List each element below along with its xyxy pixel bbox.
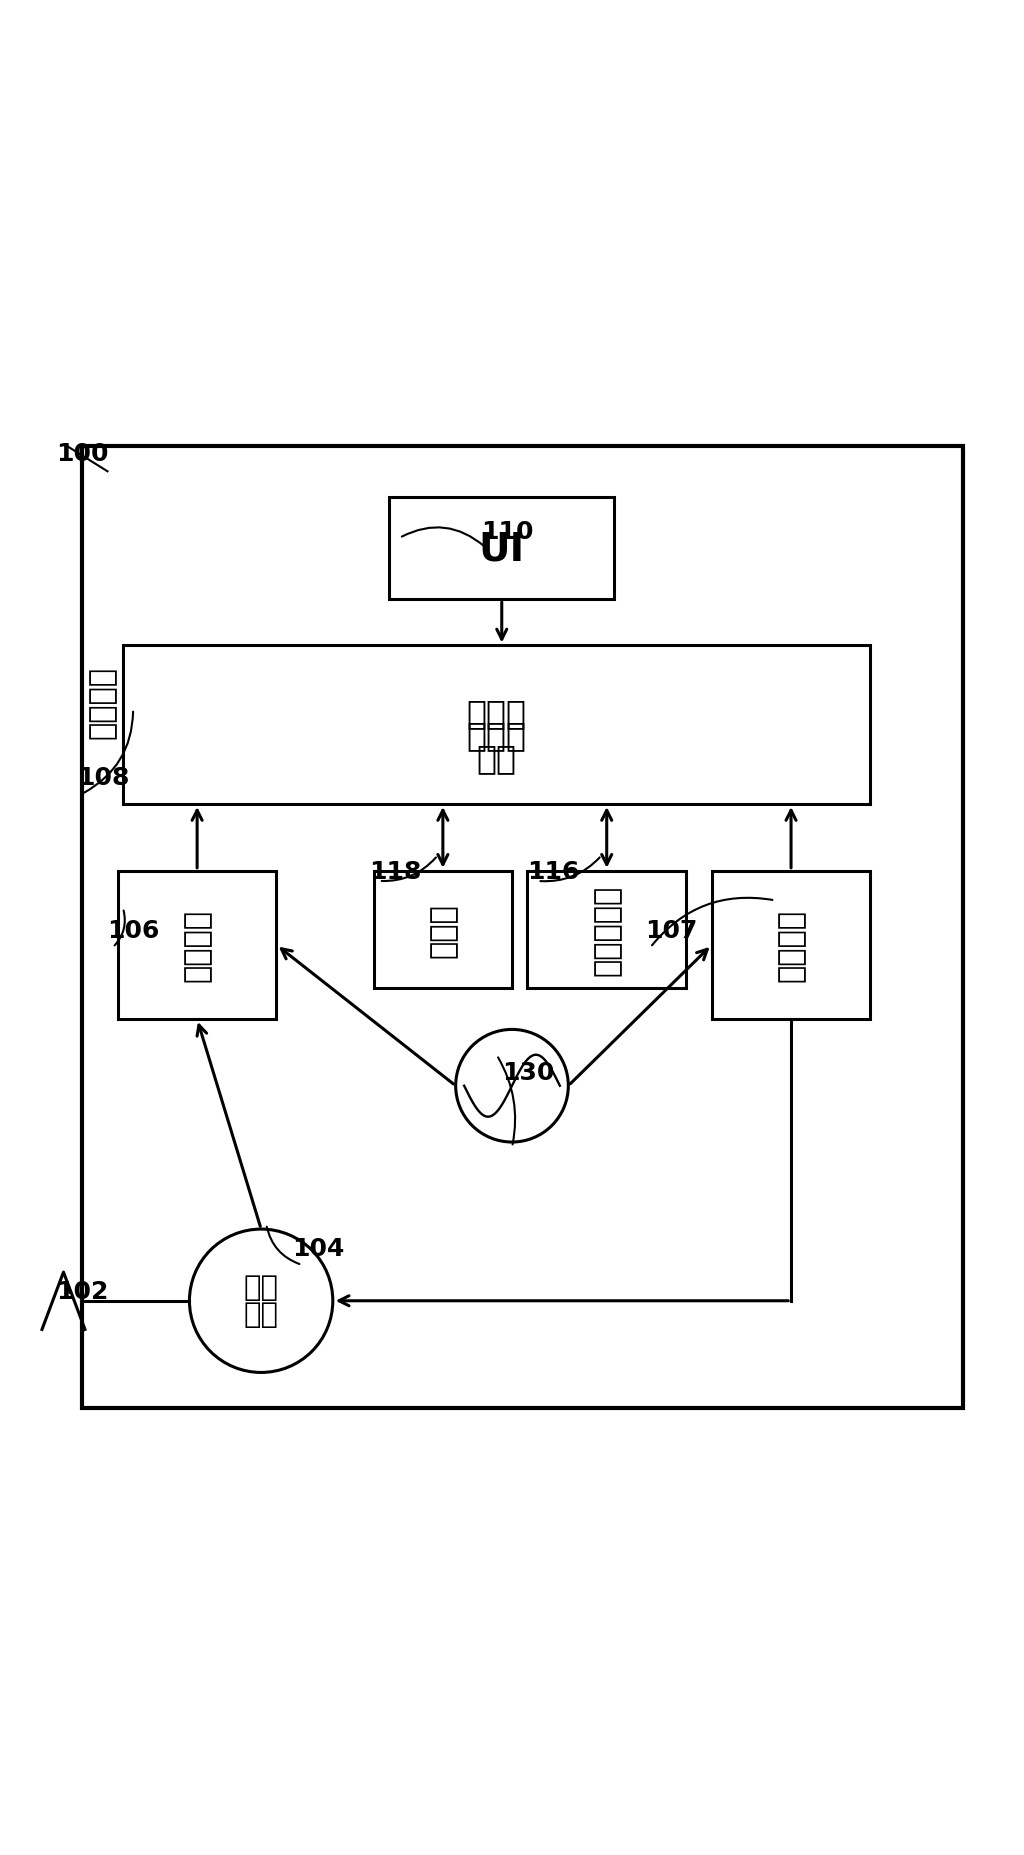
Text: 接收器链: 接收器链: [182, 909, 212, 981]
Bar: [712, 872, 870, 1020]
Text: UI: UI: [478, 531, 525, 568]
Text: 118: 118: [369, 859, 421, 883]
Text: 存储器元件: 存储器元件: [592, 885, 622, 976]
Bar: [118, 872, 276, 1020]
Text: 106: 106: [108, 918, 160, 942]
Bar: [527, 872, 686, 989]
Text: 104: 104: [292, 1235, 344, 1260]
Bar: [82, 447, 963, 1408]
Text: 开关: 开关: [244, 1300, 279, 1328]
Bar: [123, 646, 870, 805]
Text: 天线: 天线: [244, 1274, 279, 1302]
Text: 计时器: 计时器: [428, 903, 458, 957]
Text: 传输器链: 传输器链: [776, 909, 806, 981]
Text: 电路: 电路: [476, 742, 517, 775]
Bar: [389, 497, 614, 599]
Text: 理逻辑: 理逻辑: [467, 720, 526, 751]
Text: 108: 108: [77, 766, 129, 790]
Text: 116: 116: [527, 859, 580, 883]
Text: 110: 110: [481, 519, 534, 544]
Text: 130: 130: [502, 1061, 554, 1085]
Text: 电子装置: 电子装置: [88, 666, 117, 738]
Text: 102: 102: [56, 1278, 109, 1302]
Text: 107: 107: [645, 918, 697, 942]
Text: 信号处: 信号处: [467, 697, 526, 729]
Text: 100: 100: [56, 441, 109, 466]
Bar: [374, 872, 512, 989]
